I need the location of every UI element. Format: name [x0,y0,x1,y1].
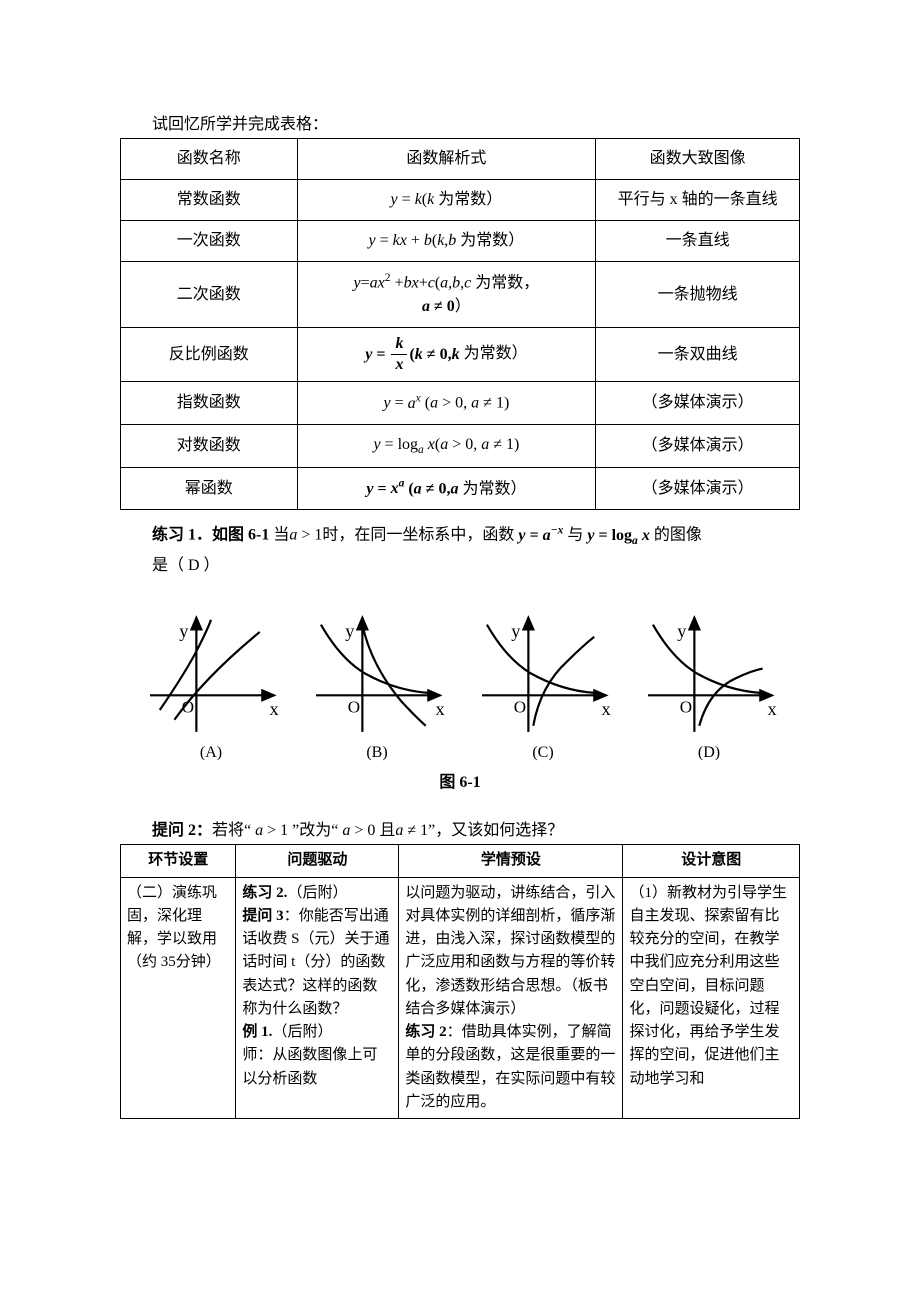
exercise-1: 练习 1．如图 6-1 当a > 1时，在同一坐标系中，函数 y = a−x 与… [120,520,800,580]
graphs-row: y x O (A) y x O (B) [128,610,792,762]
table-header: 学情预设 [399,845,623,877]
cell-func-img: （多媒体演示） [596,424,800,467]
table-row: 对数函数y = loga x(a > 0, a ≠ 1)（多媒体演示） [121,424,800,467]
table-row: 幂函数y = xa (a ≠ 0,a 为常数）（多媒体演示） [121,468,800,510]
graph-b: y x O (B) [294,610,460,762]
exercise-1-text: 当a > 1时，在同一坐标系中，函数 y = a−x 与 y = loga x … [273,527,701,544]
svg-text:y: y [511,621,521,641]
svg-text:O: O [680,698,692,717]
cell-func-img: 一条直线 [596,221,800,262]
cell-func-img: （多媒体演示） [596,382,800,424]
table-row: （二）演练巩固，深化理解，学以致用（约 35分钟） 练习 2.（后附）提问 3：… [121,877,800,1119]
table-header: 环节设置 [121,845,236,877]
exercise-1-label: 练习 1．如图 6-1 [152,527,269,544]
function-table: 函数名称 函数解析式 函数大致图像 常数函数y = k(k 为常数）平行与 x … [120,138,800,510]
table-header-row: 环节设置 问题驱动 学情预设 设计意图 [121,845,800,877]
table-row: 二次函数y=ax2 +bx+c(a,b,c 为常数，a ≠ 0）一条抛物线 [121,262,800,328]
cell-func-expr: y = ax (a > 0, a ≠ 1) [297,382,596,424]
table-row: 常数函数y = k(k 为常数）平行与 x 轴的一条直线 [121,180,800,221]
cell-func-expr: y = k(k 为常数） [297,180,596,221]
table-row: 一次函数y = kx + b(k,b 为常数）一条直线 [121,221,800,262]
table-row: 指数函数y = ax (a > 0, a ≠ 1)（多媒体演示） [121,382,800,424]
cell-design: （1）新教材为引导学生自主发现、探索留有比较充分的空间，在教学中我们应充分利用这… [623,877,800,1119]
cell-stage: （二）演练巩固，深化理解，学以致用（约 35分钟） [121,877,236,1119]
cell-func-expr: y = xa (a ≠ 0,a 为常数） [297,468,596,510]
cell-func-img: 平行与 x 轴的一条直线 [596,180,800,221]
exercise-1-answer: 是（ D ） [120,552,800,581]
graph-c: y x O (C) [460,610,626,762]
table-header: 问题驱动 [236,845,399,877]
graph-label: (B) [294,744,460,762]
graph-a: y x O (A) [128,610,294,762]
cell-func-expr: y=ax2 +bx+c(a,b,c 为常数，a ≠ 0） [297,262,596,328]
table-row: 反比例函数y = kx(k ≠ 0,k 为常数）一条双曲线 [121,328,800,382]
svg-text:O: O [348,698,360,717]
cell-func-name: 指数函数 [121,382,298,424]
svg-text:y: y [345,621,355,641]
cell-learning: 以问题为驱动，讲练结合，引入对具体实例的详细剖析，循序渐进，由浅入深，探讨函数模… [399,877,623,1119]
table-header: 函数大致图像 [596,139,800,180]
svg-text:O: O [514,698,526,717]
svg-text:y: y [179,621,189,641]
design-table: 环节设置 问题驱动 学情预设 设计意图 （二）演练巩固，深化理解，学以致用（约 … [120,844,800,1119]
table-header: 设计意图 [623,845,800,877]
cell-func-img: 一条抛物线 [596,262,800,328]
svg-text:y: y [677,621,687,641]
svg-text:x: x [768,699,777,719]
graph-label: (A) [128,744,294,762]
svg-text:x: x [436,699,445,719]
graph-label: (C) [460,744,626,762]
cell-func-img: （多媒体演示） [596,468,800,510]
cell-func-expr: y = kx(k ≠ 0,k 为常数） [297,328,596,382]
cell-func-expr: y = loga x(a > 0, a ≠ 1) [297,424,596,467]
table-header: 函数解析式 [297,139,596,180]
intro-text: 试回忆所学并完成表格： [120,110,800,134]
cell-func-name: 二次函数 [121,262,298,328]
cell-func-img: 一条双曲线 [596,328,800,382]
svg-text:x: x [270,699,279,719]
cell-func-name: 常数函数 [121,180,298,221]
svg-text:x: x [602,699,611,719]
graph-svg: y x O [634,610,784,738]
graph-label: (D) [626,744,792,762]
cell-func-name: 一次函数 [121,221,298,262]
table-header: 函数名称 [121,139,298,180]
cell-func-name: 反比例函数 [121,328,298,382]
graph-svg: y x O [468,610,618,738]
graph-svg: y x O [302,610,452,738]
question-2: 提问 2：若将“ a > 1 ”改为“ a > 0 且a ≠ 1”，又该如何选择… [120,816,800,840]
graph-d: y x O (D) [626,610,792,762]
cell-questions: 练习 2.（后附）提问 3：你能否写出通话收费 S（元）关于通话时间 t（分）的… [236,877,399,1119]
figure-title: 图 6-1 [120,768,800,792]
cell-func-name: 幂函数 [121,468,298,510]
cell-func-name: 对数函数 [121,424,298,467]
graph-svg: y x O [136,610,286,738]
table-header-row: 函数名称 函数解析式 函数大致图像 [121,139,800,180]
cell-func-expr: y = kx + b(k,b 为常数） [297,221,596,262]
